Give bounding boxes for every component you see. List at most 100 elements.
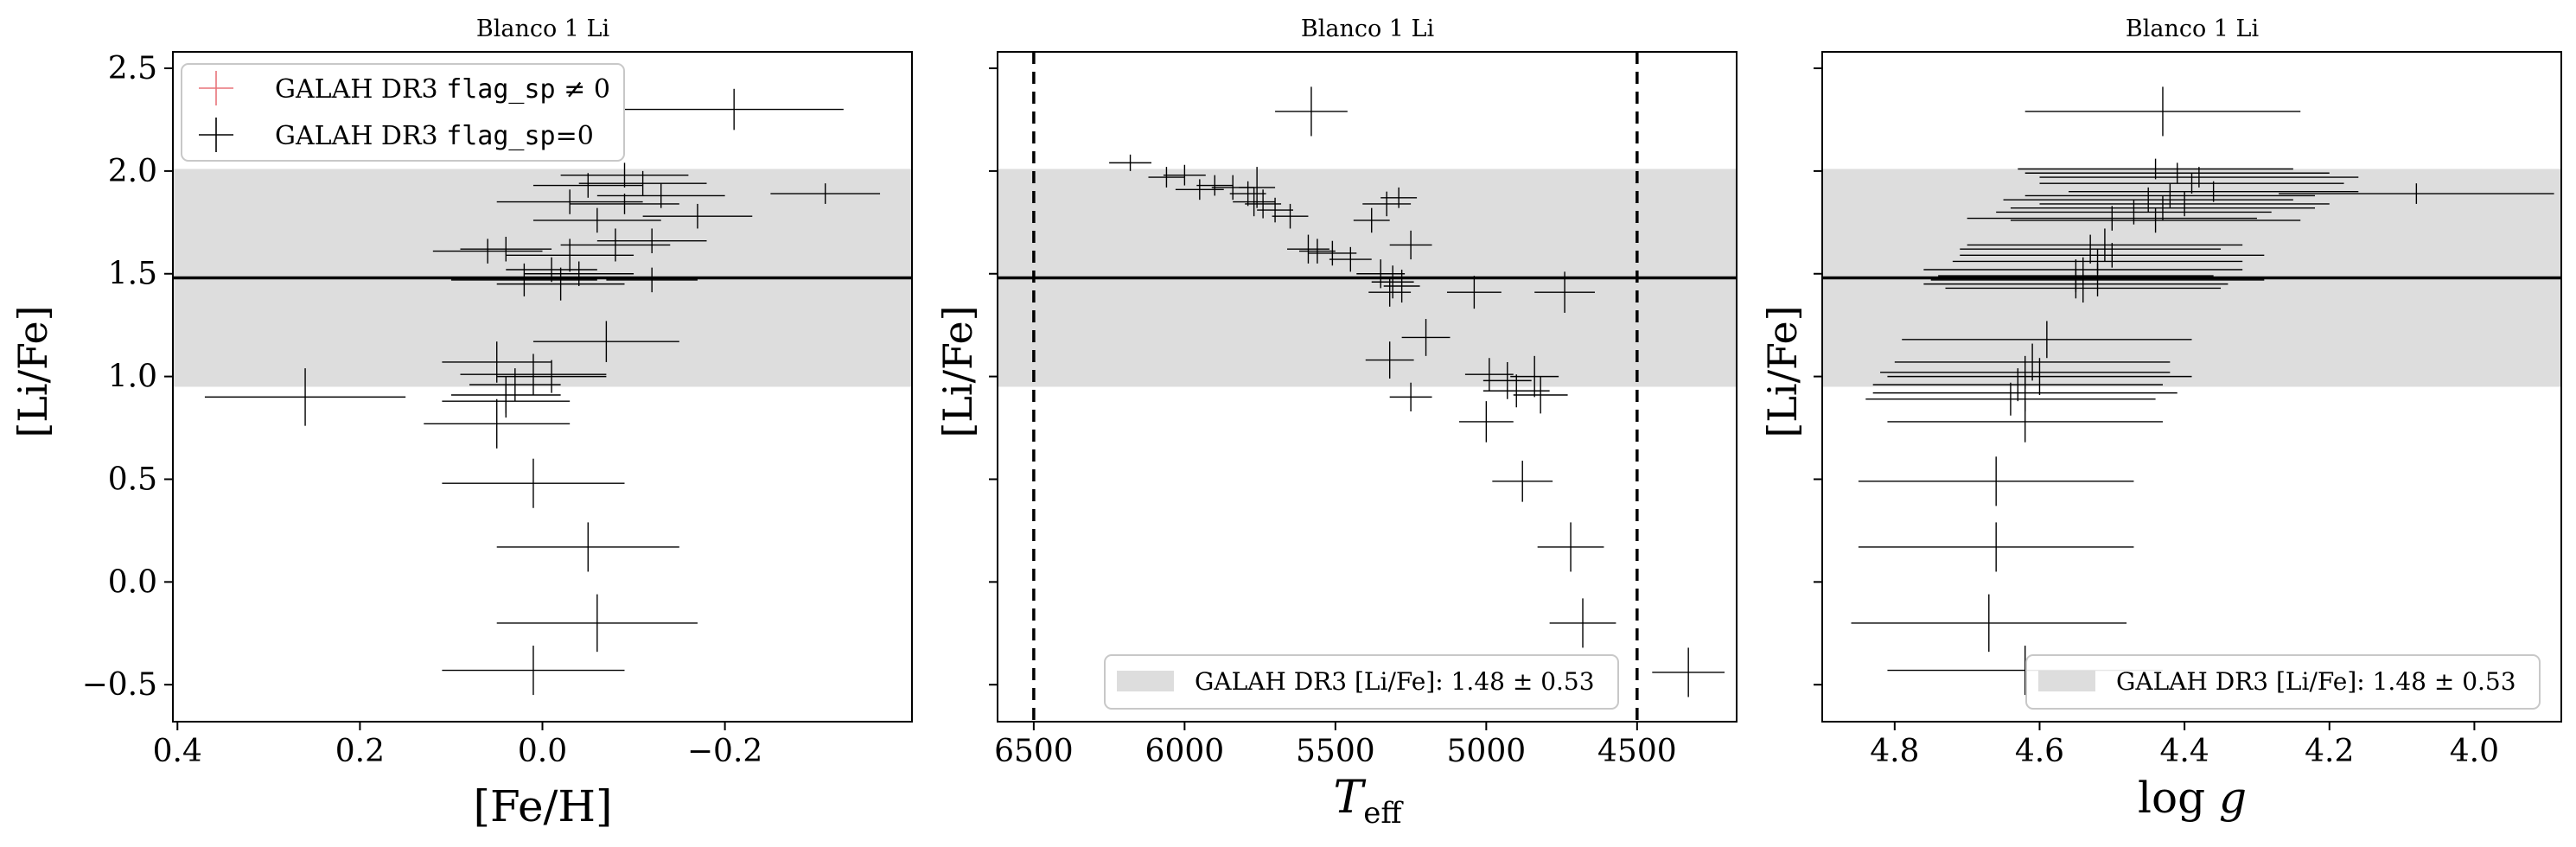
data-point (1652, 647, 1725, 697)
y-ticks: −0.5 0.0 0.5 1.0 1.5 2.0 2.5 (82, 51, 173, 703)
x-tick-label: 4.0 (2450, 734, 2499, 769)
x-ticks: 6500 6000 5500 5000 4500 (994, 722, 1677, 769)
data-point (1389, 230, 1432, 260)
y-tick-label: −0.5 (82, 667, 157, 703)
data-point (1233, 187, 1276, 217)
data-point (1945, 273, 2222, 303)
data-point (1960, 243, 2265, 268)
data-point (1380, 187, 1418, 208)
data-point (1356, 259, 1406, 289)
data-point (424, 398, 571, 449)
data-point (2039, 167, 2359, 188)
data-point (442, 646, 625, 696)
data-point (1894, 343, 2171, 381)
legend-marker-flagged (199, 71, 233, 105)
data-point (1365, 341, 1414, 379)
x-axis-label: log g (2138, 773, 2247, 823)
data-point (1353, 207, 1390, 233)
legend: GALAH DR3 [Li/Fe]: 1.48 ± 0.53 (1104, 654, 1619, 710)
data-point (460, 236, 552, 262)
data-point (1865, 382, 2156, 416)
y-tick-label: 1.5 (108, 257, 157, 292)
data-point (1148, 167, 1185, 188)
data-point (1923, 269, 2228, 299)
data-point (1482, 361, 1532, 399)
data-point (1163, 164, 1206, 186)
x-tick-label: 4.4 (2159, 734, 2209, 769)
x-ticks: 4.8 4.6 4.4 4.2 4.0 (1870, 722, 2499, 769)
axes-frame (997, 51, 1738, 723)
data-point (1858, 456, 2134, 506)
data-point (1464, 358, 1514, 392)
legend-box (1104, 654, 1619, 710)
data-point (624, 88, 844, 131)
data-point (770, 183, 881, 204)
data-point (506, 257, 597, 283)
data-point (1930, 263, 2265, 296)
legend-label-flagged: GALAH DR3 flag_sp ≠ 0 (275, 74, 610, 105)
y-tick-label: 0.0 (108, 564, 157, 600)
data-points (204, 88, 881, 696)
y-tick-label: 2.0 (108, 154, 157, 189)
data-points (1109, 86, 1725, 697)
data-point (1887, 401, 2163, 443)
data-point (1446, 276, 1502, 309)
data-point (570, 194, 679, 214)
data-point (578, 170, 707, 196)
legend-band-label: GALAH DR3 [Li/Fe]: 1.48 ± 0.53 (1195, 667, 1595, 696)
data-point (1329, 246, 1372, 272)
data-point (1967, 206, 2257, 231)
x-tick-label: −0.2 (687, 734, 762, 769)
panel-logg: Blanco 1 Li 4.8 4.6 4.4 4.2 4.0 log g [Li/Fe… (1759, 16, 2562, 823)
data-point (1368, 277, 1412, 307)
legend-box (181, 63, 625, 162)
x-axis-label: Teff (1334, 772, 1405, 831)
data-point (496, 267, 625, 301)
x-tick-label: 4500 (1597, 734, 1677, 769)
data-point (1858, 522, 2134, 572)
data-point (532, 321, 679, 362)
data-point (2024, 162, 2330, 184)
legend-box (2025, 654, 2541, 710)
data-point (1257, 197, 1293, 223)
data-point (1362, 191, 1412, 217)
data-point (442, 385, 571, 418)
data-point (1482, 374, 1550, 408)
panel-teff: Blanco 1 Li 6500 6000 5500 5000 4500 Teff [L… (934, 16, 1738, 831)
data-point (1275, 86, 1348, 137)
data-point (496, 189, 643, 214)
data-point (460, 353, 607, 396)
data-point (2279, 183, 2554, 204)
x-tick-label: 4.8 (1870, 734, 1919, 769)
data-points (1851, 86, 2554, 696)
data-point (1308, 240, 1357, 266)
legend-label-unflagged: GALAH DR3 flag_sp=0 (275, 121, 594, 151)
data-point (1109, 154, 1151, 171)
data-point (560, 228, 671, 262)
x-tick-label: 0.0 (518, 734, 567, 769)
data-point (1902, 321, 2192, 359)
legend-band-label: GALAH DR3 [Li/Fe]: 1.48 ± 0.53 (2116, 667, 2516, 696)
data-point (1960, 234, 2222, 264)
data-point (1401, 319, 1451, 356)
panel-title: Blanco 1 Li (2126, 16, 2260, 42)
legend-band-swatch (2038, 671, 2095, 691)
data-point (2018, 158, 2293, 180)
data-point (1175, 179, 1224, 201)
data-point (506, 239, 634, 272)
data-point (1196, 175, 1234, 196)
panel-feh: Blanco 1 Li 0.4 0.2 0.0 −0.2 −0.5 0.0 0.5 1.0 1… (10, 16, 913, 831)
data-point (1967, 228, 2243, 262)
data-point (606, 267, 698, 293)
y-ticks (989, 67, 998, 686)
data-point (450, 263, 597, 296)
panel-title: Blanco 1 Li (476, 16, 610, 42)
data-point (1851, 594, 2127, 653)
x-tick-label: 5000 (1447, 734, 1527, 769)
x-tick-label: 4.2 (2305, 734, 2354, 769)
data-point (1287, 234, 1329, 264)
reference-lines (998, 52, 1737, 722)
x-axis-label: [Fe/H] (473, 781, 612, 831)
data-point (524, 261, 634, 287)
